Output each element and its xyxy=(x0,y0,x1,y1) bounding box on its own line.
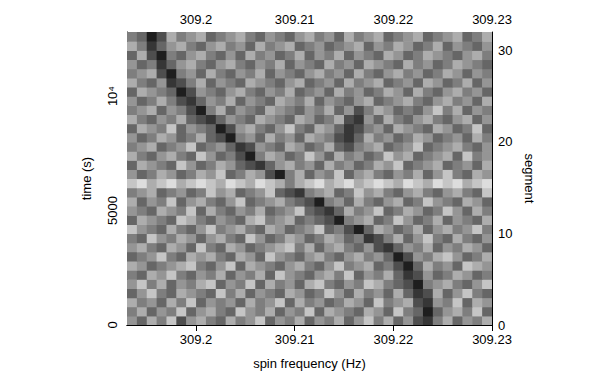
svg-text:309.21: 309.21 xyxy=(275,12,315,27)
svg-text:10: 10 xyxy=(498,226,512,241)
svg-text:time (s): time (s) xyxy=(79,157,94,200)
svg-text:309.2: 309.2 xyxy=(180,332,213,347)
svg-text:5000: 5000 xyxy=(105,196,120,225)
svg-text:309.22: 309.22 xyxy=(373,332,413,347)
svg-text:309.2: 309.2 xyxy=(180,12,213,27)
svg-text:309.22: 309.22 xyxy=(373,12,413,27)
svg-text:0: 0 xyxy=(498,318,505,333)
svg-text:spin frequency (Hz): spin frequency (Hz) xyxy=(253,356,366,371)
svg-text:309.21: 309.21 xyxy=(275,332,315,347)
svg-text:309.23: 309.23 xyxy=(472,12,512,27)
svg-text:10⁴: 10⁴ xyxy=(105,86,120,106)
svg-text:0: 0 xyxy=(105,321,120,328)
svg-text:30: 30 xyxy=(498,43,512,58)
svg-text:309.23: 309.23 xyxy=(472,332,512,347)
svg-text:20: 20 xyxy=(498,134,512,149)
svg-text:segment: segment xyxy=(522,154,537,204)
